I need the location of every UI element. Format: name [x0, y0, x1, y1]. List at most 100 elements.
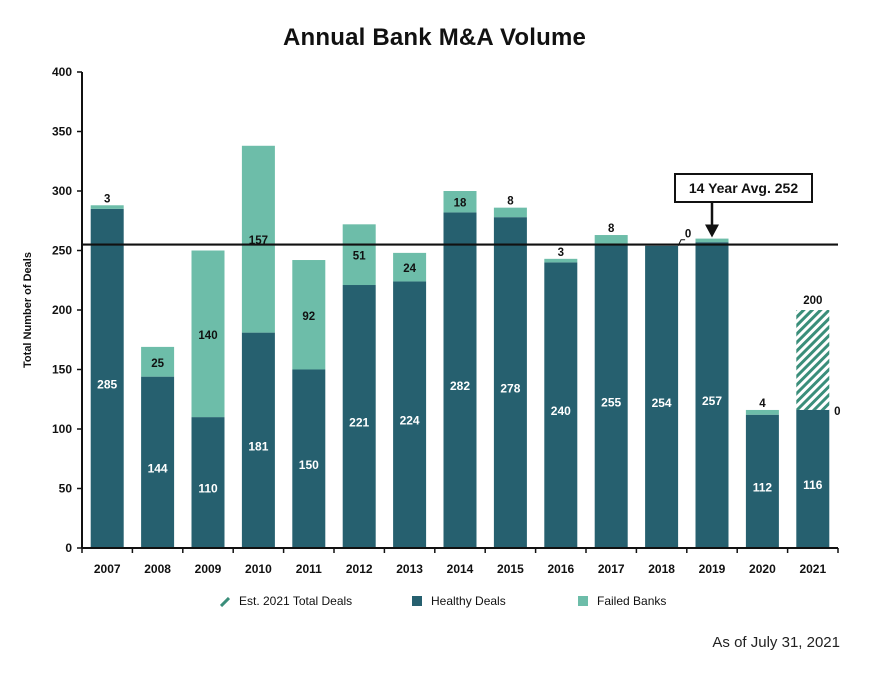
value-label-failed: 0 [834, 406, 840, 418]
bar-healthy [544, 262, 578, 548]
bar-failed [493, 207, 527, 218]
y-axis-label: Total Number of Deals [22, 252, 34, 368]
value-label-failed: 140 [198, 330, 217, 342]
bar-healthy [90, 208, 124, 548]
value-label-healthy: 224 [400, 414, 420, 428]
bar-healthy [443, 212, 477, 549]
x-tick-label: 2016 [547, 562, 574, 576]
bar-failed [241, 145, 275, 333]
legend-label-est: Est. 2021 Total Deals [239, 594, 353, 608]
bar-healthy [191, 417, 225, 548]
bar-healthy [241, 332, 275, 548]
x-tick-label: 2010 [245, 562, 272, 576]
y-tick-label: 250 [52, 244, 72, 258]
value-label-failed: 4 [759, 398, 766, 410]
y-tick-label: 150 [52, 363, 72, 377]
value-label-healthy: 150 [299, 458, 319, 472]
bar-healthy [292, 369, 326, 548]
bar-failed [443, 191, 477, 213]
bar-healthy [745, 414, 779, 548]
x-tick-label: 2015 [497, 562, 524, 576]
legend: Est. 2021 Total Deals Healthy Deals Fail… [0, 594, 869, 612]
bar-failed [141, 346, 175, 377]
legend-item-failed: Failed Banks [578, 594, 666, 608]
legend-item-healthy: Healthy Deals [412, 594, 506, 608]
value-label-failed: 92 [302, 311, 315, 323]
bar-failed [342, 224, 376, 286]
failed-swatch-icon [578, 596, 588, 606]
bar-failed [90, 205, 124, 209]
value-label-failed: 8 [507, 196, 514, 208]
y-tick-label: 100 [52, 422, 72, 436]
y-tick-label: 400 [52, 65, 72, 79]
value-label-healthy: 257 [702, 394, 722, 408]
value-label-failed: 0 [685, 229, 691, 241]
bar-failed [292, 260, 326, 370]
legend-item-est: Est. 2021 Total Deals [219, 594, 353, 608]
bar-healthy [393, 281, 427, 548]
value-label-healthy: 110 [198, 482, 218, 496]
value-label-healthy: 285 [97, 377, 117, 391]
bar-failed [594, 235, 628, 245]
legend-label-failed: Failed Banks [597, 594, 667, 608]
x-tick-label: 2014 [447, 562, 474, 576]
value-labels: 2002853144251101401811571509222151224242… [97, 193, 840, 495]
value-label-failed: 3 [104, 193, 110, 205]
value-label-healthy: 116 [803, 478, 823, 492]
x-tick-label: 2019 [699, 562, 726, 576]
bar-healthy [342, 285, 376, 548]
value-label-healthy: 112 [753, 480, 773, 494]
hatch-swatch-icon [219, 596, 231, 608]
value-label-failed: 18 [454, 198, 467, 210]
x-tick-label: 2008 [144, 562, 171, 576]
x-tick-label: 2017 [598, 562, 625, 576]
value-label-healthy: 254 [652, 396, 672, 410]
x-tick-label: 2007 [94, 562, 121, 576]
x-tick-label: 2018 [648, 562, 675, 576]
value-label-healthy: 278 [500, 382, 520, 396]
value-label-failed: 8 [608, 223, 615, 235]
bar-healthy [695, 242, 729, 549]
bar-failed [695, 238, 729, 243]
bar-healthy [141, 376, 175, 548]
legend-label-healthy: Healthy Deals [431, 594, 506, 608]
bar-failed [544, 258, 578, 263]
bar-estimated-total [796, 310, 830, 410]
bar-healthy [594, 244, 628, 549]
value-label-healthy: 181 [248, 439, 268, 453]
value-label-failed: 3 [558, 247, 564, 259]
bar-healthy [796, 409, 830, 548]
value-label-failed: 25 [151, 358, 164, 370]
y-tick-label: 200 [52, 303, 72, 317]
value-label-failed: 51 [353, 251, 366, 263]
x-tick-label: 2012 [346, 562, 373, 576]
value-label-healthy: 221 [349, 416, 369, 430]
bar-healthy [493, 217, 527, 548]
average-callout: 14 Year Avg. 252 [674, 173, 813, 203]
y-tick-label: 50 [59, 482, 73, 496]
value-label-healthy: 255 [601, 395, 621, 409]
chart-title: Annual Bank M&A Volume [282, 24, 587, 51]
value-label-healthy: 282 [450, 379, 470, 393]
value-label-estimated: 200 [803, 295, 822, 307]
as-of-note: As of July 31, 2021 [712, 634, 840, 651]
value-label-healthy: 144 [148, 461, 168, 475]
bar-failed [745, 409, 779, 415]
x-axis: 2007 2008 2009 2010 2011 2012 2013 2014 2015 2016… [81, 547, 839, 576]
value-label-healthy: 240 [551, 404, 571, 418]
x-tick-label: 2009 [195, 562, 222, 576]
x-tick-label: 2011 [296, 562, 322, 576]
y-tick-label: 300 [52, 184, 72, 198]
bar-healthy [645, 245, 679, 549]
x-tick-label: 2021 [799, 562, 826, 576]
x-tick-label: 2013 [396, 562, 423, 576]
y-tick-label: 0 [65, 541, 72, 555]
callout-arrow-head [705, 224, 719, 238]
y-tick-label: 350 [52, 125, 72, 139]
y-axis: 0 50 100 150 200 250 300 350 400 [52, 65, 83, 555]
x-tick-label: 2020 [749, 562, 776, 576]
bars [90, 145, 830, 549]
average-line [82, 203, 838, 246]
bar-failed [191, 250, 225, 418]
